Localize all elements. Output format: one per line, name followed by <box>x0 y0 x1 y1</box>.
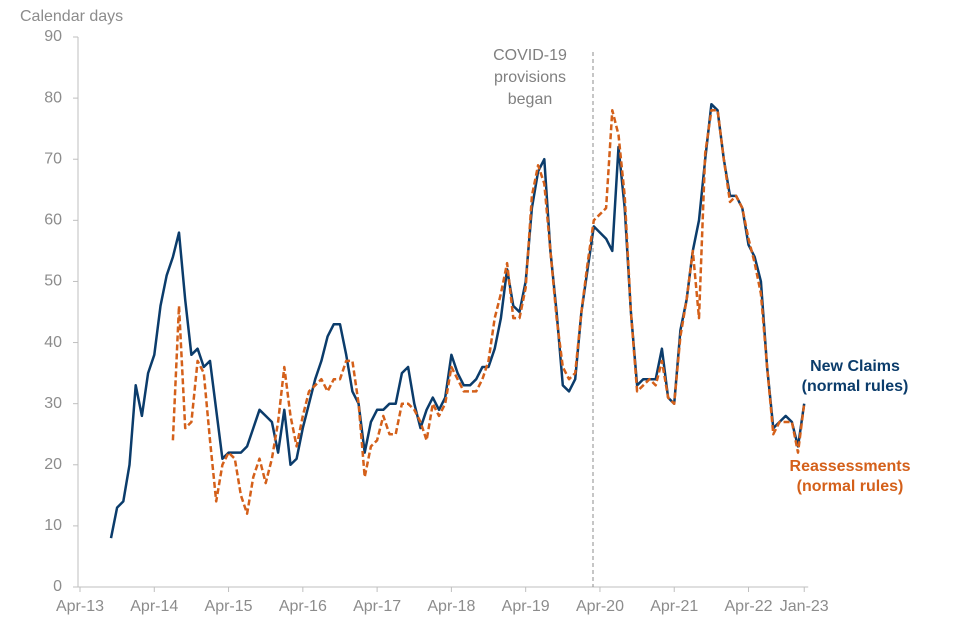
x-tick-label: Apr-19 <box>502 598 550 615</box>
y-tick-label: 30 <box>44 395 62 412</box>
legend-label: Reassessments (normal rules) <box>789 458 911 495</box>
y-tick-label: 50 <box>44 273 62 290</box>
y-tick-label: 70 <box>44 150 62 167</box>
x-tick-label: Apr-17 <box>353 598 401 615</box>
x-tick-label: Apr-13 <box>56 598 104 615</box>
x-tick-label: Apr-18 <box>427 598 475 615</box>
y-tick-label: 40 <box>44 334 62 351</box>
y-tick-label: 0 <box>53 578 62 595</box>
y-tick-label: 90 <box>44 28 62 45</box>
x-tick-label: Apr-14 <box>130 598 178 615</box>
y-axis-label: Calendar days <box>20 8 123 25</box>
y-tick-label: 80 <box>44 89 62 106</box>
x-tick-label: Apr-21 <box>650 598 698 615</box>
legend-label: New Claims (normal rules) <box>801 358 909 395</box>
x-tick-label: Jan-23 <box>780 598 829 615</box>
x-tick-label: Apr-22 <box>725 598 773 615</box>
y-tick-label: 60 <box>44 212 62 229</box>
x-tick-label: Apr-16 <box>279 598 327 615</box>
y-tick-label: 10 <box>44 517 62 534</box>
series-line <box>109 102 806 539</box>
x-tick-label: Apr-20 <box>576 598 624 615</box>
x-tick-label: Apr-15 <box>205 598 253 615</box>
annotation: COVID-19 provisions began <box>493 47 567 108</box>
series-line <box>171 109 806 515</box>
y-tick-label: 20 <box>44 456 62 473</box>
